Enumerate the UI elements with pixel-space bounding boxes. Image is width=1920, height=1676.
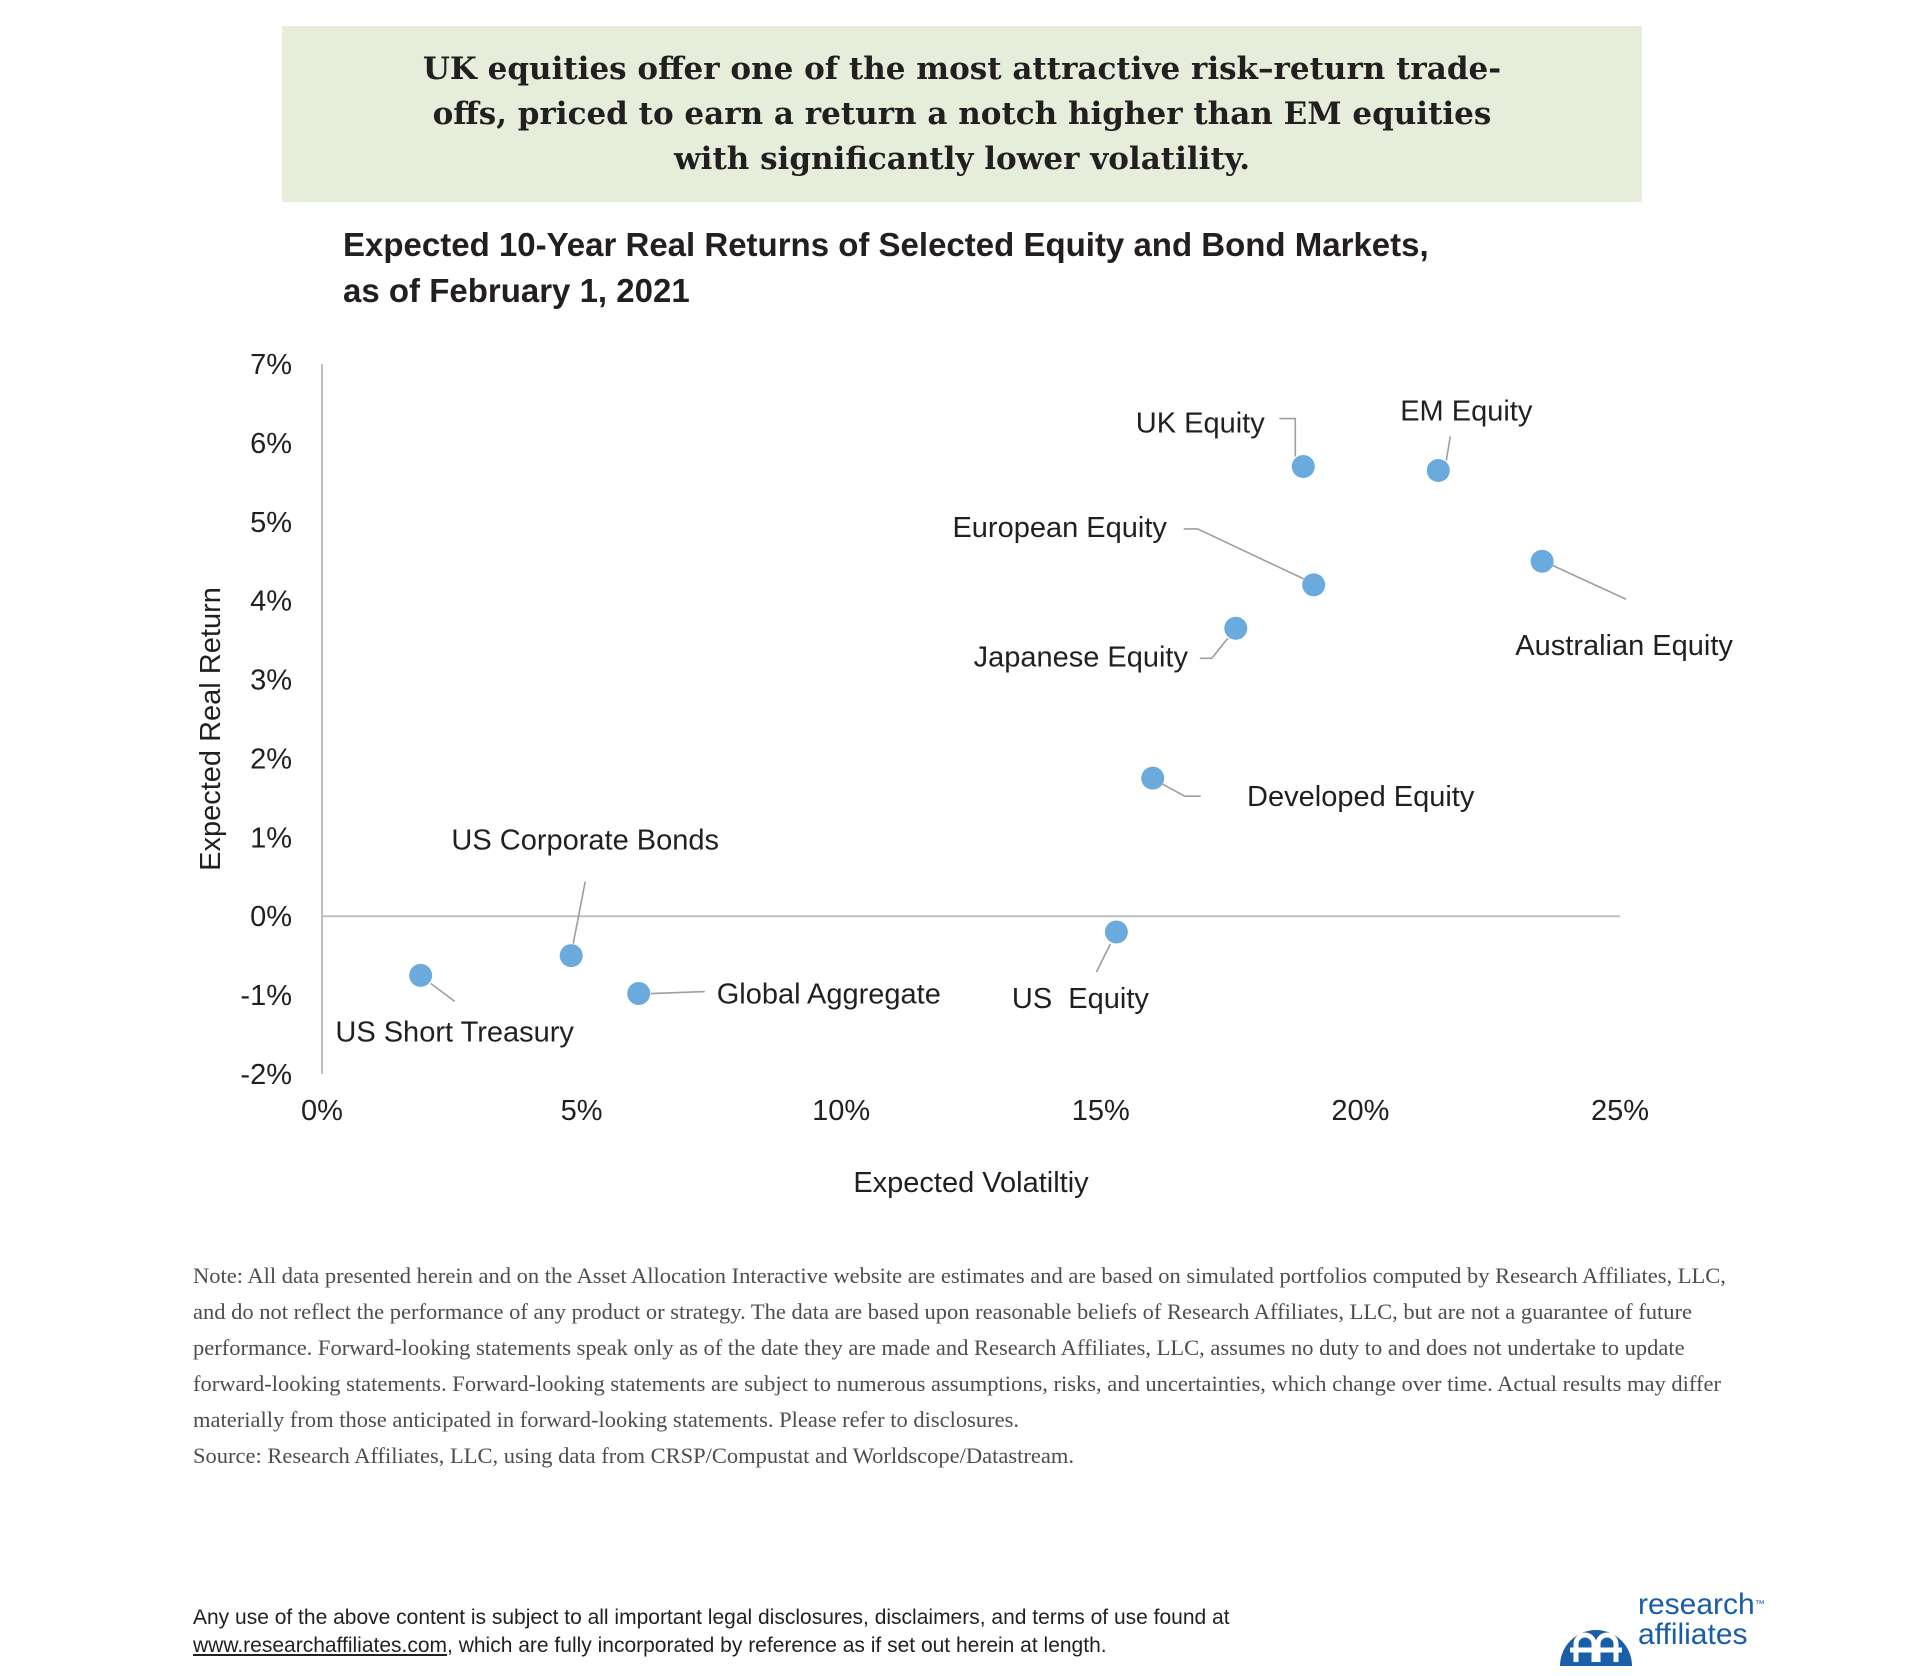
leader-line [430, 982, 456, 1003]
chart-title: Expected 10-Year Real Returns of Selecte… [343, 222, 1543, 314]
data-point-label: US Short Treasury [335, 1016, 574, 1048]
logo-mark-icon [1560, 1630, 1632, 1666]
data-point-label: European Equity [952, 512, 1167, 544]
data-point-label: Australian Equity [1515, 630, 1733, 662]
headline-text: UK equities offer one of the most attrac… [422, 50, 1502, 177]
footer-line-1: Any use of the above content is subject … [193, 1606, 1230, 1629]
chart-point-labels: UK Equity EM Equity European Equity Austral… [335, 396, 1733, 1049]
logo-wordmark: research™ affiliates [1638, 1590, 1765, 1650]
y-tick-label: 1% [250, 822, 292, 854]
data-point-label: Global Aggregate [717, 979, 941, 1011]
headline-banner: UK equities offer one of the most attrac… [282, 26, 1642, 202]
data-point-label: US Equity [1012, 983, 1149, 1015]
y-tick-label: 0% [250, 901, 292, 933]
leader-line [1095, 943, 1112, 973]
y-tick-label: 4% [250, 586, 292, 618]
chart-title-line-1: Expected 10-Year Real Returns of Selecte… [343, 226, 1429, 263]
x-tick-label: 5% [561, 1095, 603, 1127]
leader-line [572, 881, 587, 944]
chart-points [409, 455, 1554, 1006]
y-tick-label: -2% [240, 1059, 292, 1091]
data-point-label: Japanese Equity [974, 641, 1189, 673]
logo-line-1: research [1638, 1588, 1755, 1621]
data-point [1291, 455, 1315, 479]
y-tick-label: 5% [250, 507, 292, 539]
x-axis-title: Expected Volatiltiy [853, 1167, 1089, 1199]
y-tick-label: 2% [250, 743, 292, 775]
data-point [1141, 766, 1165, 790]
website-link[interactable]: www.researchaffiliates.com [193, 1634, 448, 1657]
y-tick-label: 6% [250, 428, 292, 460]
x-tick-label: 15% [1072, 1095, 1130, 1127]
footer-line-2: www.researchaffiliates.com, which are fu… [193, 1632, 1393, 1660]
y-tick-label: 3% [250, 665, 292, 697]
chart-axes [321, 364, 1620, 1074]
scatter-chart: 0% 5% 10% 15% 20% 25% 7% 6% 5% 4% 3% 2% 1% 0% -1% -2% U… [195, 349, 1733, 1199]
legal-footer: Any use of the above content is subject … [193, 1604, 1393, 1660]
data-point-label: US Corporate Bonds [451, 825, 719, 857]
data-point-label: Developed Equity [1247, 781, 1475, 813]
logo-line-2: affiliates [1638, 1618, 1748, 1651]
data-point-label: EM Equity [1400, 396, 1533, 428]
leader-line [1445, 436, 1452, 461]
x-tick-label: 25% [1591, 1095, 1649, 1127]
y-tick-label: -1% [240, 980, 292, 1012]
x-tick-label: 20% [1331, 1095, 1389, 1127]
x-tick-label: 10% [812, 1095, 870, 1127]
leader-line [1183, 528, 1305, 580]
data-point [409, 963, 433, 987]
chart-title-line-2: as of February 1, 2021 [343, 272, 690, 309]
y-axis-title: Expected Real Return [195, 587, 227, 871]
y-tick-label: 7% [250, 349, 292, 381]
leader-line [650, 990, 705, 995]
x-tick-label: 0% [301, 1095, 343, 1127]
note-text: Note: All data presented herein and on t… [193, 1263, 1726, 1432]
chart-note: Note: All data presented herein and on t… [193, 1258, 1753, 1474]
data-point [559, 944, 583, 968]
chart-leader-lines [430, 417, 1627, 1003]
leader-line [1199, 637, 1229, 660]
source-text: Source: Research Affiliates, LLC, using … [193, 1443, 1074, 1468]
logo-trademark: ™ [1754, 1599, 1765, 1610]
data-point [1426, 459, 1450, 482]
data-point [627, 982, 651, 1006]
leader-line [1279, 417, 1297, 457]
data-point [1302, 573, 1326, 597]
leader-line [1551, 564, 1627, 600]
data-point [1104, 920, 1128, 944]
research-affiliates-logo: research™ affiliates [1556, 1590, 1796, 1666]
footer-line-2-rest: , which are fully incorporated by refere… [447, 1634, 1107, 1657]
data-point [1530, 549, 1554, 573]
data-point-label: UK Equity [1136, 408, 1265, 440]
chart-ticks: 0% 5% 10% 15% 20% 25% 7% 6% 5% 4% 3% 2% 1% 0% -1% -2% [240, 349, 1649, 1127]
leader-line [1162, 783, 1201, 797]
data-point [1224, 616, 1248, 640]
